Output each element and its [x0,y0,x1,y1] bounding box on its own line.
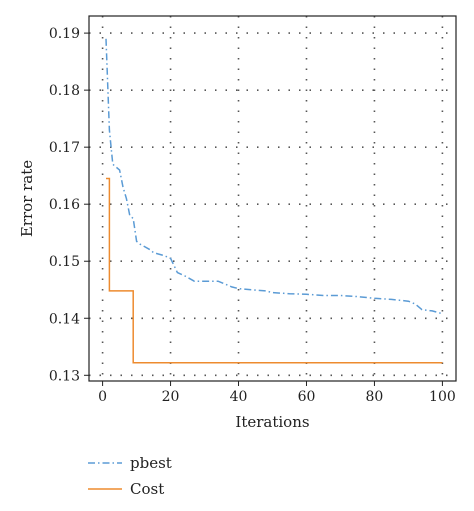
y-tick-label: 0.15 [49,254,80,270]
y-tick-label: 0.14 [49,311,80,327]
y-tick-label: 0.17 [49,140,80,156]
x-tick-label: 0 [98,389,107,405]
x-axis-label: Iterations [235,413,309,431]
x-tick-label: 40 [230,389,248,405]
y-tick-label: 0.19 [49,26,80,42]
y-tick-label: 0.16 [49,197,80,213]
legend-label-pbest: pbest [130,454,172,472]
x-tick-label: 60 [298,389,316,405]
x-tick-label: 80 [366,389,384,405]
y-tick-label: 0.18 [49,83,80,99]
legend-label-cost: Cost [130,480,164,498]
ticks: 0 20 40 60 80 100 0.13 0.14 0.15 0.16 0.17 0.18 0.19 [49,26,456,405]
series-line-cost [106,177,443,364]
x-tick-label: 20 [162,389,180,405]
plot-frame [88,15,457,382]
grid [89,16,456,381]
series-line-pbest [105,38,443,315]
y-axis-label: Error rate [18,160,36,237]
y-tick-label: 0.13 [49,368,80,384]
x-tick-label: 100 [429,389,456,405]
series-layer [105,38,443,364]
legend: pbest Cost [88,454,172,498]
